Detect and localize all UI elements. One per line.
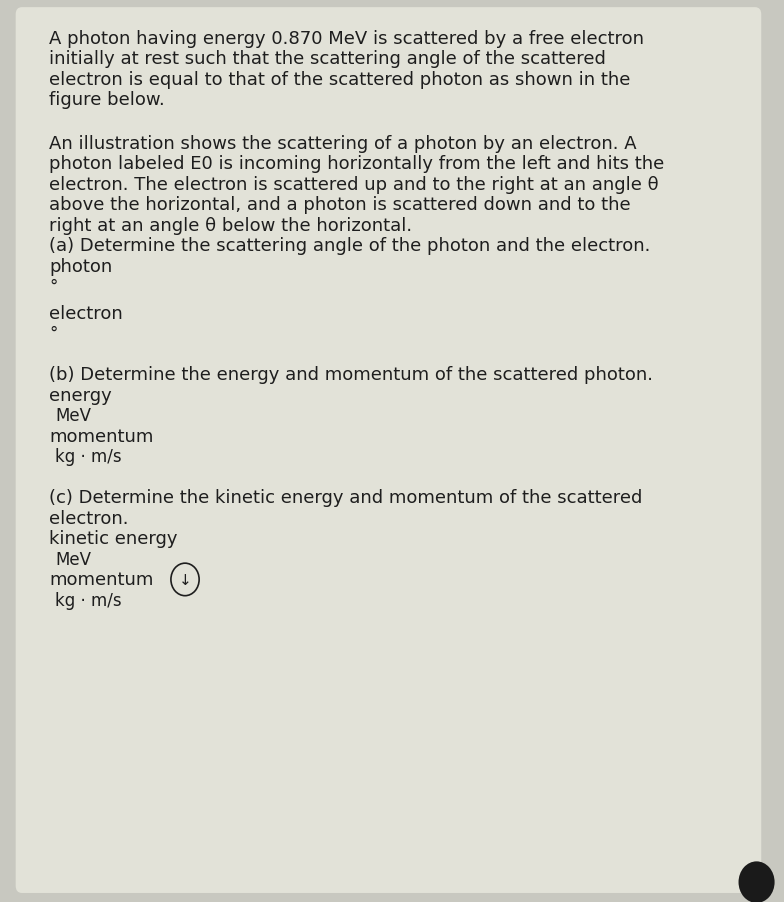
Text: right at an angle θ below the horizontal.: right at an angle θ below the horizontal…: [49, 216, 412, 235]
Text: kg · m/s: kg · m/s: [55, 447, 122, 465]
Text: ↓: ↓: [179, 572, 191, 587]
Text: electron.: electron.: [49, 509, 129, 527]
Text: MeV: MeV: [55, 407, 91, 425]
Text: (a) Determine the scattering angle of the photon and the electron.: (a) Determine the scattering angle of th…: [49, 237, 651, 254]
Text: electron: electron: [49, 304, 123, 322]
Text: electron is equal to that of the scattered photon as shown in the: electron is equal to that of the scatter…: [49, 71, 631, 89]
Text: kg · m/s: kg · m/s: [55, 591, 122, 609]
Circle shape: [739, 861, 775, 902]
Text: momentum: momentum: [49, 571, 154, 588]
Text: °: °: [49, 325, 58, 343]
Text: An illustration shows the scattering of a photon by an electron. A: An illustration shows the scattering of …: [49, 134, 637, 152]
Text: (b) Determine the energy and momentum of the scattered photon.: (b) Determine the energy and momentum of…: [49, 366, 653, 383]
Text: A photon having energy 0.870 MeV is scattered by a free electron: A photon having energy 0.870 MeV is scat…: [49, 30, 644, 48]
Text: °: °: [49, 278, 58, 296]
Text: figure below.: figure below.: [49, 91, 165, 109]
Text: energy: energy: [49, 386, 112, 404]
Text: photon: photon: [49, 257, 113, 275]
Text: photon labeled E0 is incoming horizontally from the left and hits the: photon labeled E0 is incoming horizontal…: [49, 155, 665, 173]
Text: initially at rest such that the scattering angle of the scattered: initially at rest such that the scatteri…: [49, 51, 606, 69]
Text: kinetic energy: kinetic energy: [49, 529, 178, 548]
Text: MeV: MeV: [55, 550, 91, 568]
Text: (c) Determine the kinetic energy and momentum of the scattered: (c) Determine the kinetic energy and mom…: [49, 489, 643, 507]
FancyBboxPatch shape: [16, 8, 761, 893]
Text: momentum: momentum: [49, 428, 154, 446]
Text: electron. The electron is scattered up and to the right at an angle θ: electron. The electron is scattered up a…: [49, 175, 659, 193]
Text: above the horizontal, and a photon is scattered down and to the: above the horizontal, and a photon is sc…: [49, 196, 631, 214]
